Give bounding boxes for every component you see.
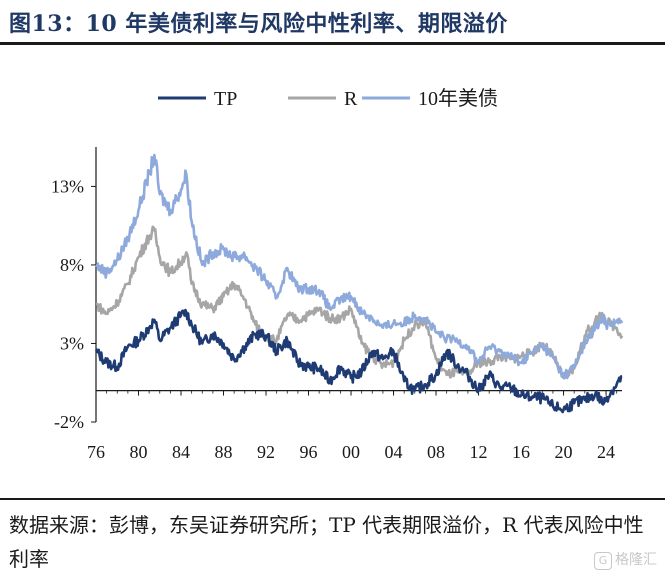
x-tick-label: 00	[342, 442, 360, 462]
x-tick-label: 16	[512, 442, 530, 462]
watermark-text: 格隆汇	[615, 552, 657, 568]
chart-legend: TP R 10年美债	[158, 87, 498, 110]
line-chart: TP R 10年美债 13%8%3%-2%76 80 84 88 92 96 00 04 08 12 1…	[51, 87, 624, 462]
x-tick-label: 92	[257, 442, 275, 462]
series-line-tp	[94, 308, 623, 414]
x-tick-label: 88	[215, 442, 233, 462]
legend-label: R	[344, 88, 358, 110]
y-tick-label: 13%	[51, 176, 84, 196]
x-tick-label: 20	[555, 442, 573, 462]
legend-label: TP	[214, 88, 237, 110]
chart-series	[94, 153, 624, 414]
figure-title: 图13：10 年美债利率与风险中性利率、期限溢价	[9, 11, 508, 37]
x-tick-label: 04	[385, 442, 403, 462]
y-tick-label: 3%	[60, 333, 84, 353]
series-line-ust10y	[94, 153, 624, 380]
x-tick-label: 24	[597, 442, 615, 462]
x-tick-label: 80	[130, 442, 148, 462]
x-tick-label: 12	[470, 442, 488, 462]
y-tick-label: -2%	[54, 412, 84, 432]
watermark: G 格隆汇	[594, 549, 657, 570]
x-tick-label: 08	[427, 442, 445, 462]
series-line-r	[95, 225, 624, 380]
x-tick-label: 96	[300, 442, 318, 462]
source-note: 数据来源：彭博，东吴证券研究所；TP 代表期限溢价，R 代表风险中性利率	[9, 513, 644, 571]
x-tick-label: 84	[172, 442, 190, 462]
legend-label: 10年美债	[418, 87, 498, 110]
x-tick-label: 76	[87, 442, 105, 462]
title-rule	[0, 42, 665, 45]
y-tick-label: 8%	[60, 255, 84, 275]
watermark-logo-icon: G	[594, 552, 612, 570]
chart-axes: 13% 8% 3% -2%76 80 84 88 92 96 00 04 08 12 16 20 24	[51, 147, 622, 462]
source-rule	[0, 498, 665, 500]
